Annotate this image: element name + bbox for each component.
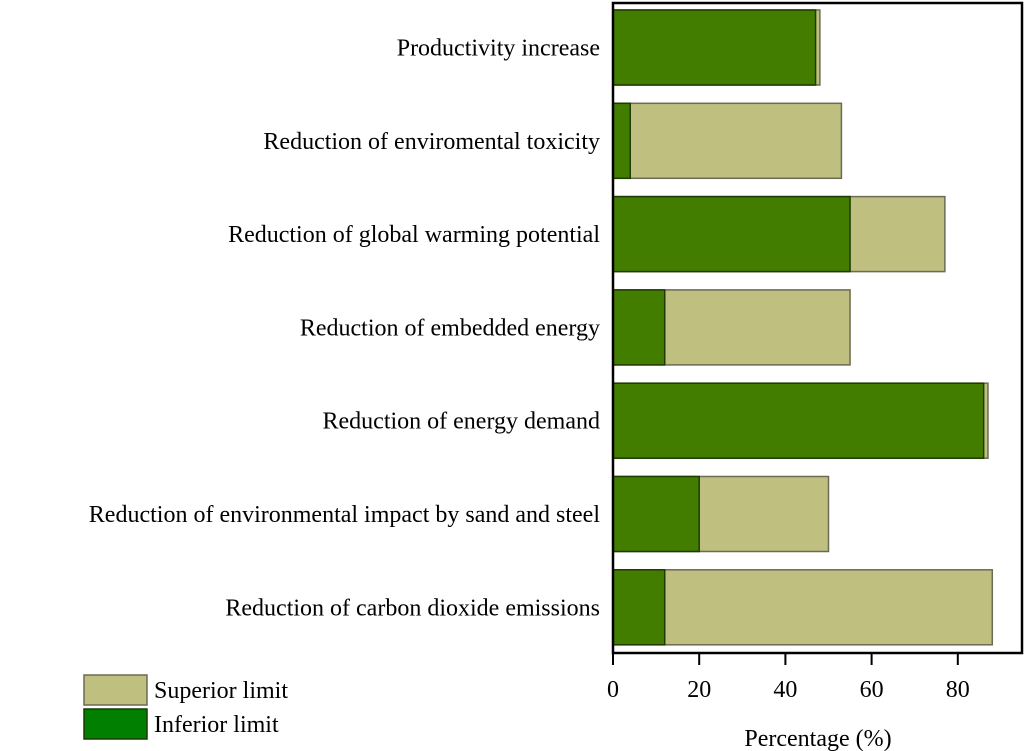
x-tick-label: 20 [687,677,711,703]
category-label: Reduction of environmental impact by san… [89,502,601,528]
category-label: Reduction of carbon dioxide emissions [225,595,600,621]
bar-superior-limit [612,569,994,646]
legend: Superior limit Inferior limit [83,674,288,740]
category-label: Reduction of embedded energy [300,315,600,341]
category-label: Productivity increase [397,36,600,62]
legend-label-superior: Superior limit [154,678,288,704]
bar-inferior-limit [612,569,666,646]
legend-swatch-superior [83,674,148,706]
category-labels: Productivity increase Reduction of enviro… [89,36,601,622]
bar-inferior-limit [612,9,817,86]
x-tick-label: 80 [946,677,970,703]
legend-swatch-inferior [83,708,148,740]
category-label: Reduction of enviromental toxicity [263,129,600,155]
x-tick-label: 40 [773,677,797,703]
category-label: Reduction of global warming potential [228,222,600,248]
plot-frame [611,1,1024,655]
x-tick-label: 0 [607,677,619,703]
x-axis-ticks: 0 20 40 60 80 [607,653,970,703]
x-tick-label: 60 [860,677,884,703]
bar-inferior-limit [612,195,851,273]
x-axis-label: Percentage (%) [744,726,891,751]
legend-label-inferior: Inferior limit [154,712,279,738]
bar-superior-limit [612,102,843,180]
category-label: Reduction of energy demand [323,409,600,435]
bar-inferior-limit [612,475,700,553]
bar-inferior-limit [612,102,631,180]
bar-inferior-limit [612,382,985,459]
bars-group [612,9,994,646]
bar-inferior-limit [612,289,666,366]
